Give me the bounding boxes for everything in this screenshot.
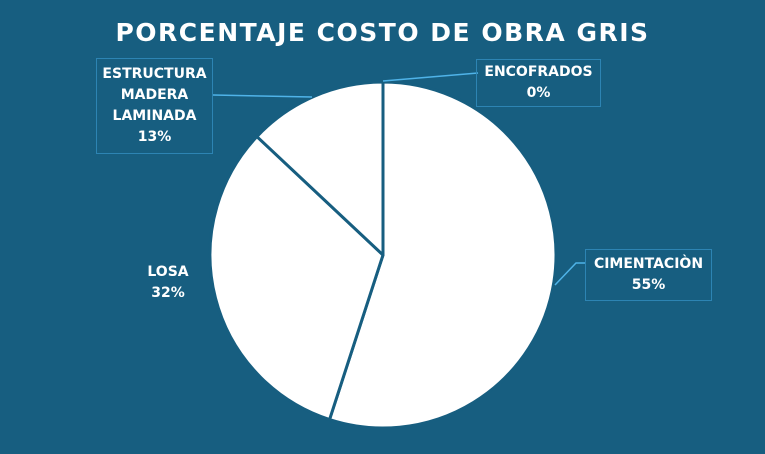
label-estructura-line3: LAMINADA [112, 108, 197, 124]
label-estructura-line2: MADERA [120, 87, 189, 103]
label-cimentacion-pct: 55% [631, 277, 666, 293]
label-encofrados: ENCOFRADOS 0% [476, 59, 601, 107]
label-estructura-line1: ESTRUCTURA [102, 66, 207, 82]
pie-slice-estructura-madera-laminada [255, 80, 385, 257]
leader-estructura [212, 94, 313, 98]
label-estructura: ESTRUCTURA MADERA LAMINADA 13% [96, 58, 213, 154]
leader-encofrados [382, 72, 479, 82]
label-estructura-pct: 13% [137, 129, 172, 145]
pie-slice-cimentaci-n [328, 80, 558, 430]
leader-cimentacion [554, 262, 585, 286]
label-encofrados-pct: 0% [526, 85, 551, 101]
label-losa-pct: 32% [151, 285, 185, 301]
label-losa-name: LOSA [147, 264, 189, 280]
label-encofrados-name: ENCOFRADOS [484, 64, 593, 80]
pie-slice-losa [208, 135, 385, 422]
label-cimentacion-name: CIMENTACIÒN [593, 256, 704, 272]
label-losa: LOSA 32% [133, 260, 203, 306]
label-cimentacion: CIMENTACIÒN 55% [585, 249, 712, 301]
chart-title: PORCENTAJE COSTO DE OBRA GRIS [115, 18, 650, 47]
